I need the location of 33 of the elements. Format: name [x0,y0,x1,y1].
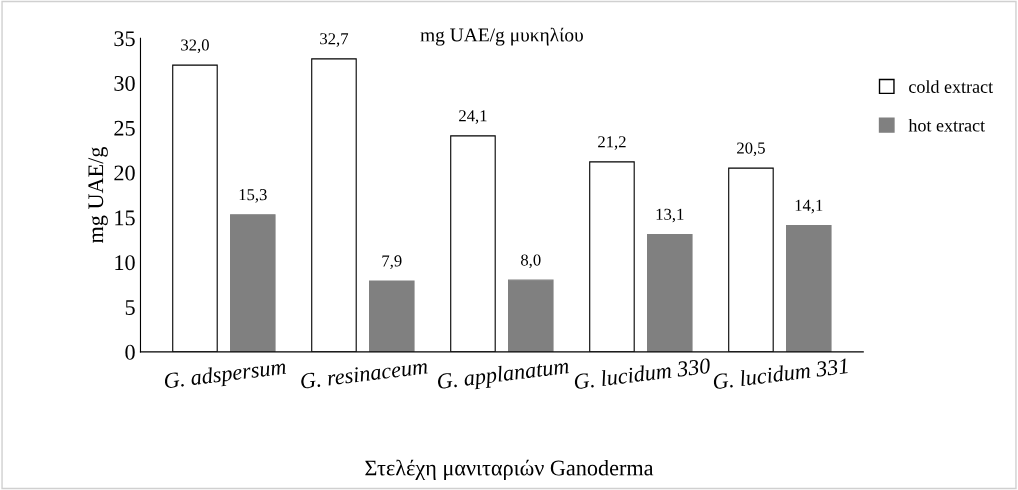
bar [229,214,276,352]
bar [507,279,554,352]
y-tick-label: 35 [114,31,135,47]
data-label: 20,5 [737,142,765,157]
data-label: 15,3 [239,189,267,203]
y-tick-label: 0 [125,344,135,360]
y-tick-label: 20 [114,165,135,181]
legend-label: cold extract [909,80,994,93]
chart-title: mg UAE/g μυκηλίου [420,27,583,46]
y-tick-label: 15 [115,210,135,226]
y-tick-label: 30 [114,75,135,91]
data-label: 13,1 [656,208,684,223]
y-tick-label: 5 [125,300,135,315]
data-label: 8,0 [521,254,541,269]
data-label: 14,1 [795,199,823,214]
x-tick-label: G. lucidum 330 [573,357,711,390]
y-tick-label: 10 [115,255,135,271]
data-label: 24,1 [459,110,487,124]
bar [785,224,832,352]
x-axis-title: Στελέχη μανιταριών Ganoderma [365,459,654,481]
x-tick-label: G. resinaceum [300,358,428,390]
data-label: 32,0 [181,39,209,53]
y-tick-label: 25 [114,120,135,136]
y-axis-title: mg UAE/g [88,146,108,244]
x-tick-label: G. applanatum [436,357,570,394]
legend-label: hot extract [908,118,985,132]
data-label: 7,9 [382,255,402,269]
bar [646,233,693,352]
bar [368,280,415,352]
data-label: 32,7 [320,33,349,47]
x-tick-label: G. adspersum [163,358,287,394]
data-label: 21,2 [598,136,626,150]
x-tick-label: G. lucidum 331 [712,357,848,390]
